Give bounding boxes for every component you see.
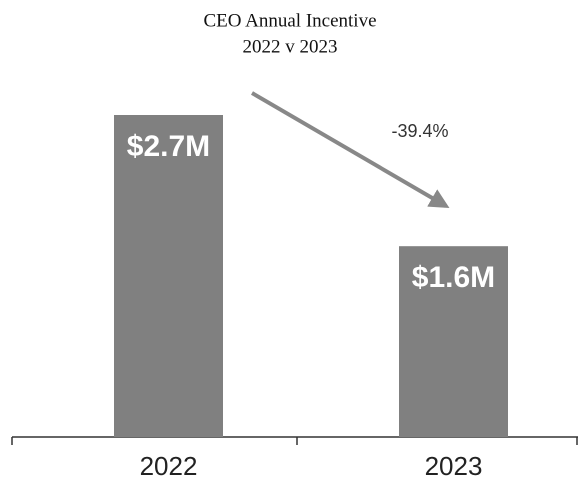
trend-arrow	[250, 91, 450, 209]
x-tick-label: 2022	[140, 451, 198, 480]
value-label: $1.6M	[412, 261, 495, 294]
chart-subtitle: 2022 v 2023	[243, 36, 338, 57]
annotation: -39.4%	[391, 121, 448, 141]
chart-title: CEO Annual Incentive	[203, 10, 376, 31]
bar	[399, 246, 508, 437]
x-tick-label: 2023	[425, 451, 483, 480]
value-label: $2.7M	[127, 130, 210, 163]
bar	[114, 115, 223, 437]
